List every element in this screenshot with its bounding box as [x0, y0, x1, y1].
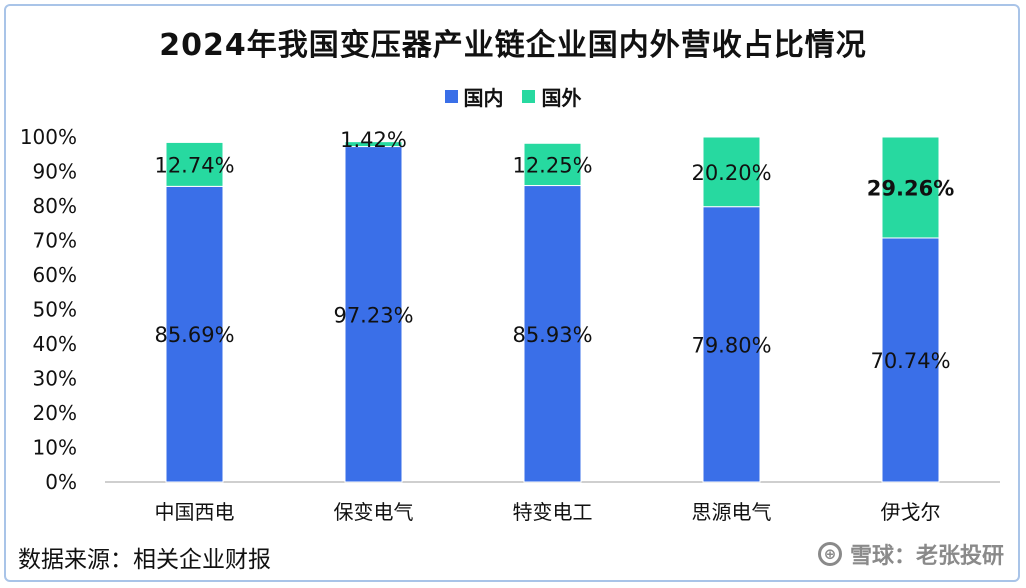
legend-item-foreign: 国外: [522, 82, 581, 111]
y-tick-label: 80%: [33, 194, 77, 218]
data-label: 97.23%: [333, 303, 413, 327]
data-label: 70.74%: [870, 349, 950, 373]
x-category-label: 特变电工: [513, 500, 593, 524]
bar-segment-domestic: [344, 146, 403, 483]
legend-item-domestic: 国内: [444, 82, 504, 111]
bar-segment-domestic: [165, 185, 224, 483]
legend-label-foreign: 国外: [541, 86, 582, 110]
legend-label-domestic: 国内: [463, 86, 504, 110]
x-category-label: 中国西电: [155, 500, 235, 524]
bar-segment-domestic: [523, 185, 582, 483]
y-tick-label: 100%: [20, 125, 77, 149]
y-tick-label: 30%: [33, 367, 77, 391]
y-tick-label: 40%: [33, 332, 77, 356]
y-tick-label: 0%: [45, 470, 77, 494]
legend-swatch-domestic: [444, 90, 458, 103]
data-label: 85.93%: [512, 323, 592, 347]
data-label: 85.69%: [154, 323, 234, 347]
data-label: 29.26%: [867, 176, 954, 200]
source-note: 数据来源：相关企业财报: [18, 547, 271, 573]
y-tick-label: 20%: [33, 401, 77, 425]
bar-segment-foreign: [165, 141, 224, 187]
legend-swatch-foreign: [522, 90, 536, 103]
y-tick-label: 50%: [33, 298, 77, 322]
y-tick-label: 10%: [33, 436, 77, 460]
x-category-label: 保变电气: [334, 500, 414, 524]
data-label: 12.74%: [154, 153, 234, 177]
y-tick-label: 90%: [33, 160, 77, 184]
data-label: 12.25%: [512, 153, 592, 177]
x-category-label: 伊戈尔: [881, 500, 941, 524]
watermark-text: 雪球：老张投研: [849, 544, 1004, 569]
bar-segment-foreign: [881, 136, 940, 239]
data-label: 20.20%: [691, 161, 771, 185]
x-category-label: 思源电气: [692, 500, 772, 524]
legend: 国内 国外: [0, 82, 1026, 111]
bar-segment-domestic: [881, 237, 940, 483]
bar-segment-foreign: [523, 142, 582, 187]
data-label: 1.42%: [340, 128, 407, 152]
snowball-logo-icon: ⊕: [817, 542, 842, 566]
data-label: 79.80%: [691, 333, 771, 357]
chart-title: 2024年我国变压器产业链企业国内外营收占比情况: [159, 28, 867, 63]
bar-segment-foreign: [702, 136, 761, 208]
bar-segment-foreign: [344, 141, 403, 148]
y-tick-label: 70%: [33, 229, 77, 253]
watermark: ⊕ 雪球：老张投研: [817, 538, 1004, 570]
y-tick-label: 60%: [33, 263, 77, 287]
